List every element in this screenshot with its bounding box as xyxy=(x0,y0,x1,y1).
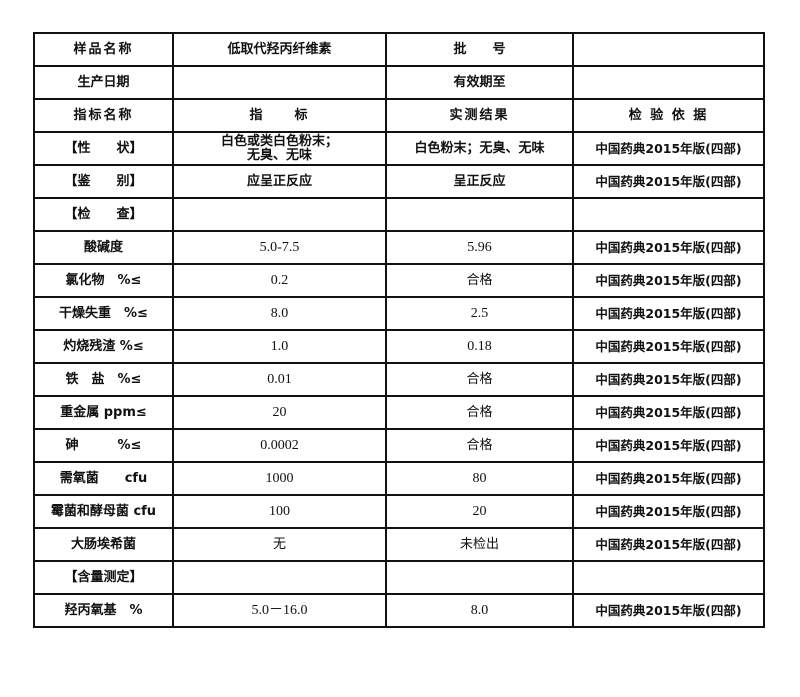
result-cell: 80 xyxy=(385,461,574,496)
basis-cell xyxy=(572,560,765,595)
item-name-cell: 灼烧残渣 %≤ xyxy=(33,329,174,364)
spec-cell: 100 xyxy=(172,494,387,529)
item-name-cell: 铁 盐 %≤ xyxy=(33,362,174,397)
item-name-cell: 需氧菌 cfu xyxy=(33,461,174,496)
table-row: 氯化物 %≤ 0.2 合格 中国药典2015年版(四部) xyxy=(33,263,765,298)
item-name-cell: 【检 查】 xyxy=(33,197,174,232)
basis-cell xyxy=(572,197,765,232)
table-row: 酸碱度 5.0-7.5 5.96 中国药典2015年版(四部) xyxy=(33,230,765,265)
table-row: 羟丙氧基 % 5.0－16.0 8.0 中国药典2015年版(四部) xyxy=(33,593,765,628)
expiry-value xyxy=(572,65,765,100)
result-cell: 2.5 xyxy=(385,296,574,331)
table-row: 灼烧残渣 %≤ 1.0 0.18 中国药典2015年版(四部) xyxy=(33,329,765,364)
spec-cell: 1000 xyxy=(172,461,387,496)
table-row: 【鉴 别】 应呈正反应 呈正反应 中国药典2015年版(四部) xyxy=(33,164,765,199)
item-name-cell: 砷 %≤ xyxy=(33,428,174,463)
result-cell: 合格 xyxy=(385,395,574,430)
result-cell: 合格 xyxy=(385,263,574,298)
sample-name-label: 样品名称 xyxy=(33,32,174,67)
item-name-cell: 【性 状】 xyxy=(33,131,174,166)
basis-cell: 中国药典2015年版(四部) xyxy=(572,296,765,331)
table-row: 铁 盐 %≤ 0.01 合格 中国药典2015年版(四部) xyxy=(33,362,765,397)
result-cell: 白色粉末；无臭、无味 xyxy=(385,131,574,166)
spec-cell: 无 xyxy=(172,527,387,562)
result-cell xyxy=(385,197,574,232)
inspection-report-table: 样品名称 低取代羟丙纤维素 批 号 生产日期 有效期至 指标名称 指 标 实测结… xyxy=(33,32,765,628)
table-row: 重金属 ppm≤ 20 合格 中国药典2015年版(四部) xyxy=(33,395,765,430)
basis-cell: 中国药典2015年版(四部) xyxy=(572,494,765,529)
column-header: 检 验 依 据 xyxy=(572,98,765,133)
result-cell: 20 xyxy=(385,494,574,529)
basis-cell: 中国药典2015年版(四部) xyxy=(572,164,765,199)
table-row: 砷 %≤ 0.0002 合格 中国药典2015年版(四部) xyxy=(33,428,765,463)
spec-cell: 20 xyxy=(172,395,387,430)
basis-cell: 中国药典2015年版(四部) xyxy=(572,263,765,298)
sample-name-value: 低取代羟丙纤维素 xyxy=(172,32,387,67)
expiry-label: 有效期至 xyxy=(385,65,574,100)
spec-cell: 5.0－16.0 xyxy=(172,593,387,628)
spec-cell xyxy=(172,560,387,595)
item-name-cell: 【含量测定】 xyxy=(33,560,174,595)
result-cell: 8.0 xyxy=(385,593,574,628)
spec-cell: 0.01 xyxy=(172,362,387,397)
item-name-cell: 氯化物 %≤ xyxy=(33,263,174,298)
basis-cell: 中国药典2015年版(四部) xyxy=(572,428,765,463)
batch-value xyxy=(572,32,765,67)
batch-label: 批 号 xyxy=(385,32,574,67)
item-name-cell: 干燥失重 %≤ xyxy=(33,296,174,331)
result-cell: 5.96 xyxy=(385,230,574,265)
basis-cell: 中国药典2015年版(四部) xyxy=(572,362,765,397)
item-name-cell: 霉菌和酵母菌 cfu xyxy=(33,494,174,529)
basis-cell: 中国药典2015年版(四部) xyxy=(572,329,765,364)
item-name-cell: 酸碱度 xyxy=(33,230,174,265)
production-date-row: 生产日期 有效期至 xyxy=(33,65,765,100)
spec-cell: 1.0 xyxy=(172,329,387,364)
item-name-cell: 【鉴 别】 xyxy=(33,164,174,199)
table-row: 需氧菌 cfu 1000 80 中国药典2015年版(四部) xyxy=(33,461,765,496)
spec-cell: 5.0-7.5 xyxy=(172,230,387,265)
table-row: 霉菌和酵母菌 cfu 100 20 中国药典2015年版(四部) xyxy=(33,494,765,529)
basis-cell: 中国药典2015年版(四部) xyxy=(572,230,765,265)
result-cell: 合格 xyxy=(385,362,574,397)
item-name-cell: 重金属 ppm≤ xyxy=(33,395,174,430)
column-header-row: 指标名称 指 标 实测结果 检 验 依 据 xyxy=(33,98,765,133)
spec-cell xyxy=(172,197,387,232)
spec-cell: 0.0002 xyxy=(172,428,387,463)
production-date-value xyxy=(172,65,387,100)
column-header: 指 标 xyxy=(172,98,387,133)
spec-cell: 白色或类白色粉末； 无臭、无味 xyxy=(172,131,387,166)
basis-cell: 中国药典2015年版(四部) xyxy=(572,131,765,166)
column-header: 实测结果 xyxy=(385,98,574,133)
spec-cell: 0.2 xyxy=(172,263,387,298)
result-cell: 未检出 xyxy=(385,527,574,562)
table-row: 大肠埃希菌无未检出 中国药典2015年版(四部) xyxy=(33,527,765,562)
table-row: 【性 状】 白色或类白色粉末； 无臭、无味 白色粉末；无臭、无味 中国药典2015年版… xyxy=(33,131,765,166)
spec-cell: 8.0 xyxy=(172,296,387,331)
table-row: 干燥失重 %≤ 8.0 2.5 中国药典2015年版(四部) xyxy=(33,296,765,331)
basis-cell: 中国药典2015年版(四部) xyxy=(572,593,765,628)
spec-cell: 应呈正反应 xyxy=(172,164,387,199)
result-cell: 0.18 xyxy=(385,329,574,364)
table-row: 【检 查】 xyxy=(33,197,765,232)
basis-cell: 中国药典2015年版(四部) xyxy=(572,461,765,496)
column-header: 指标名称 xyxy=(33,98,174,133)
basis-cell: 中国药典2015年版(四部) xyxy=(572,527,765,562)
table-row: 【含量测定】 xyxy=(33,560,765,595)
basis-cell: 中国药典2015年版(四部) xyxy=(572,395,765,430)
result-cell: 合格 xyxy=(385,428,574,463)
item-name-cell: 大肠埃希菌 xyxy=(33,527,174,562)
result-cell: 呈正反应 xyxy=(385,164,574,199)
result-cell xyxy=(385,560,574,595)
production-date-label: 生产日期 xyxy=(33,65,174,100)
sample-name-row: 样品名称 低取代羟丙纤维素 批 号 xyxy=(33,32,765,67)
item-name-cell: 羟丙氧基 % xyxy=(33,593,174,628)
